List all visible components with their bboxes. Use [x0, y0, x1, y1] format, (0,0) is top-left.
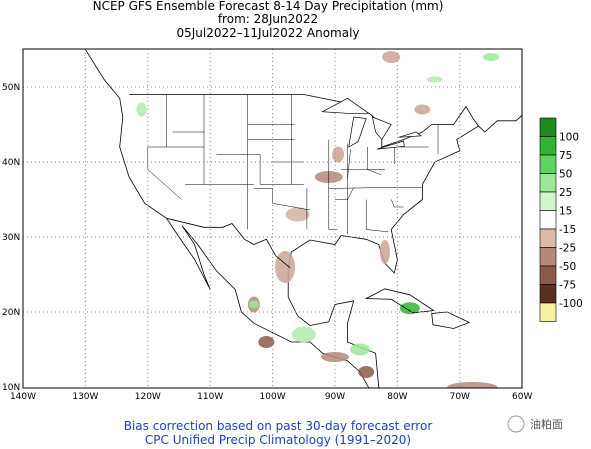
anomaly-area	[358, 366, 375, 378]
colorbar-label: 15	[559, 206, 572, 218]
island	[431, 311, 471, 329]
footer-line: Bias correction based on past 30-day for…	[124, 419, 433, 433]
anomaly-area	[332, 146, 345, 163]
state-border	[390, 199, 404, 208]
subtitle: 05Jul2022–11Jul2022 Anomaly	[176, 26, 359, 40]
lat-label: 50N	[2, 83, 20, 93]
colorbar-label: 25	[559, 187, 572, 199]
colorbar: 100 75 50 25 15 -15 -25 -50 -75 -100	[539, 117, 583, 322]
colorbar-box	[539, 247, 557, 267]
anomaly-area	[414, 104, 431, 115]
anomaly-area	[379, 240, 390, 264]
border	[166, 217, 291, 269]
lat-label: 10N	[2, 383, 20, 393]
colorbar-label: -100	[559, 298, 583, 310]
state-border	[328, 187, 423, 189]
lat-label: 40N	[2, 158, 20, 168]
anomaly-area	[258, 336, 275, 348]
colorbar-box	[539, 284, 557, 304]
anomaly-area	[349, 343, 370, 356]
colorbar-box	[539, 228, 557, 248]
lon-label: 120W	[135, 392, 161, 402]
lat-label: 20N	[2, 308, 20, 318]
anomaly-area	[483, 53, 499, 61]
colorbar-label: -15	[559, 224, 576, 236]
colorbar-box	[539, 173, 557, 193]
colorbar-label: -75	[559, 280, 576, 292]
lon-label: 130W	[72, 392, 98, 402]
colorbar-label: 50	[559, 169, 572, 181]
lon-label: 100W	[260, 392, 286, 402]
colorbar-label: -50	[559, 261, 576, 273]
lon-label: 110W	[197, 392, 223, 402]
map	[23, 49, 522, 388]
title: NCEP GFS Ensemble Forecast 8-14 Day Prec…	[93, 0, 444, 13]
state-border	[216, 154, 304, 185]
anomaly-area	[399, 302, 420, 315]
lon-label: 90W	[325, 392, 345, 402]
colorbar-box	[539, 154, 557, 174]
lon-label: 140W	[10, 392, 36, 402]
footer-line: CPC Unified Precip Climatology (1991–202…	[145, 433, 411, 447]
colorbar-box	[539, 265, 557, 285]
colorbar-box	[539, 136, 557, 156]
map-frame	[22, 48, 523, 389]
lon-label: 70W	[450, 392, 470, 402]
anomaly-area	[426, 76, 443, 83]
lon-label: 80W	[387, 392, 407, 402]
anomaly-area	[382, 51, 401, 63]
colorbar-label: -25	[559, 243, 576, 255]
colorbar-box	[539, 210, 557, 230]
anomaly-area	[447, 382, 498, 388]
watermark: 油粕面	[530, 417, 563, 431]
state-border	[253, 188, 311, 211]
subtitle: from: 28Jun2022	[218, 12, 318, 26]
anomaly-area	[285, 207, 310, 222]
anomaly-area	[248, 300, 259, 309]
colorbar-label: 100	[559, 132, 579, 144]
lat-label: 30N	[2, 233, 20, 243]
colorbar-label: 75	[559, 150, 572, 162]
anomaly-area	[291, 326, 316, 343]
anomaly-area	[275, 251, 296, 283]
colorbar-box	[539, 302, 557, 322]
anomaly-area	[136, 102, 147, 117]
state-border	[365, 199, 389, 233]
island	[364, 288, 435, 314]
state-border	[335, 187, 354, 200]
state-border	[347, 149, 351, 179]
colorbar-box	[539, 117, 557, 137]
lake	[321, 97, 423, 150]
watermark-icon	[507, 415, 525, 433]
colorbar-box	[539, 191, 557, 211]
lon-label: 60W	[512, 392, 532, 402]
